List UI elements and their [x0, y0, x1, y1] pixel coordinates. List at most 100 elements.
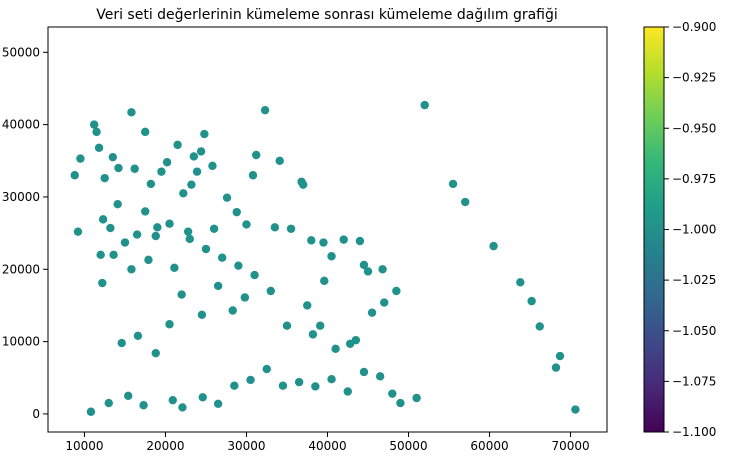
colorbar-tick-label: −1.100: [672, 425, 716, 439]
scatter-point: [183, 227, 193, 236]
scatter-point: [327, 252, 336, 261]
colorbar: −0.900 −0.925 −0.950 −0.975 −1.000 −1.025 −1.0…: [643, 20, 716, 439]
colorbar-tick-label: −0.900: [672, 20, 716, 34]
scatter-point: [162, 158, 172, 167]
scatter-point: [489, 241, 498, 251]
y-tick-label: 0: [32, 407, 40, 421]
scatter-point: [380, 298, 389, 307]
scatter-point: [157, 167, 166, 176]
scatter-point: [139, 401, 148, 410]
scatter-point: [308, 330, 318, 339]
scatter-point: [76, 154, 85, 163]
scatter-point: [392, 286, 401, 296]
x-tick-label: 20000: [146, 439, 184, 453]
scatter-point: [345, 339, 355, 348]
scatter-point: [114, 163, 123, 173]
colorbar-tick-label: −1.075: [672, 374, 716, 388]
scatter-point: [165, 320, 174, 329]
colorbar-tick-label: −0.950: [672, 121, 716, 135]
scatter-point: [173, 140, 182, 150]
scatter-point: [571, 405, 580, 414]
scatter-point: [222, 193, 232, 202]
scatter-point: [94, 143, 104, 152]
x-tick-label: 10000: [65, 439, 103, 453]
chart-title: Veri seti değerlerinin kümeleme sonrası …: [96, 7, 558, 23]
scatter-point: [282, 321, 292, 330]
scatter-point: [252, 150, 261, 160]
scatter-point: [420, 100, 429, 110]
x-tick-label: 40000: [308, 439, 346, 453]
x-tick-label: 50000: [389, 439, 427, 453]
scatter-point: [240, 293, 250, 302]
scatter-point: [113, 199, 122, 209]
scatter-point: [151, 231, 160, 241]
scatter-point: [248, 171, 258, 180]
scatter-point: [234, 261, 243, 270]
scatter-point: [200, 129, 209, 139]
scatter-point: [151, 348, 160, 358]
scatter-point: [168, 395, 177, 405]
scatter-point: [359, 260, 369, 270]
y-axis: 0 10000 20000 30000 40000 50000: [2, 45, 48, 421]
scatter-point: [201, 244, 211, 254]
scatter-point: [262, 364, 271, 374]
scatter-point: [232, 207, 241, 217]
plot-area: [47, 26, 608, 433]
scatter-point: [213, 281, 223, 291]
scatter-point: [132, 230, 142, 239]
scatter-point: [375, 372, 385, 381]
scatter-point: [266, 286, 275, 296]
scatter-point: [516, 278, 525, 287]
scatter-point: [170, 263, 179, 273]
colorbar-gradient: [643, 26, 665, 433]
scatter-point: [198, 393, 207, 402]
scatter-point: [177, 290, 186, 299]
scatter-point: [133, 331, 143, 341]
scatter-point: [209, 224, 219, 233]
x-axis: 10000 20000 30000 40000 50000 60000 70000: [65, 432, 590, 453]
scatter-point: [187, 180, 196, 189]
scatter-point: [343, 387, 352, 396]
scatter-point: [165, 219, 174, 228]
scatter-point: [197, 310, 207, 320]
scatter-point: [242, 220, 251, 229]
scatter-point: [331, 344, 340, 354]
scatter-point: [275, 156, 284, 165]
scatter-point: [286, 224, 296, 233]
scatter-point: [89, 120, 99, 129]
colorbar-tick-label: −0.925: [672, 71, 716, 85]
y-tick-label: 40000: [2, 118, 40, 132]
scatter-point: [527, 296, 536, 306]
scatter-point: [412, 393, 421, 403]
scatter-point: [311, 382, 320, 391]
scatter-point: [535, 322, 544, 331]
scatter-point: [388, 389, 397, 398]
scatter-point: [297, 177, 306, 186]
y-tick-label: 10000: [2, 335, 40, 349]
scatter-point: [100, 173, 109, 183]
scatter-point: [124, 391, 133, 401]
scatter-point: [196, 147, 206, 156]
scatter-point: [98, 215, 108, 224]
scatter-point: [303, 301, 312, 310]
scatter-point: [294, 377, 304, 387]
scatter-point: [396, 398, 405, 408]
scatter-point: [213, 399, 223, 408]
scatter-point: [189, 152, 199, 161]
colorbar-tick-label: −0.975: [672, 172, 716, 186]
scatter-point: [73, 227, 83, 236]
scatter-point: [208, 161, 217, 171]
scatter-point: [153, 223, 162, 232]
scatter-point: [327, 375, 336, 384]
y-tick-label: 20000: [2, 262, 40, 276]
scatter-point: [98, 278, 107, 288]
scatter-point: [104, 398, 113, 408]
plot-frame: [47, 26, 608, 433]
scatter-point: [319, 238, 328, 247]
scatter-point: [307, 236, 316, 245]
scatter-point: [179, 189, 188, 198]
scatter-point: [146, 179, 156, 189]
scatter-point: [359, 367, 369, 377]
scatter-point: [378, 265, 387, 274]
y-tick-label: 50000: [2, 45, 40, 59]
